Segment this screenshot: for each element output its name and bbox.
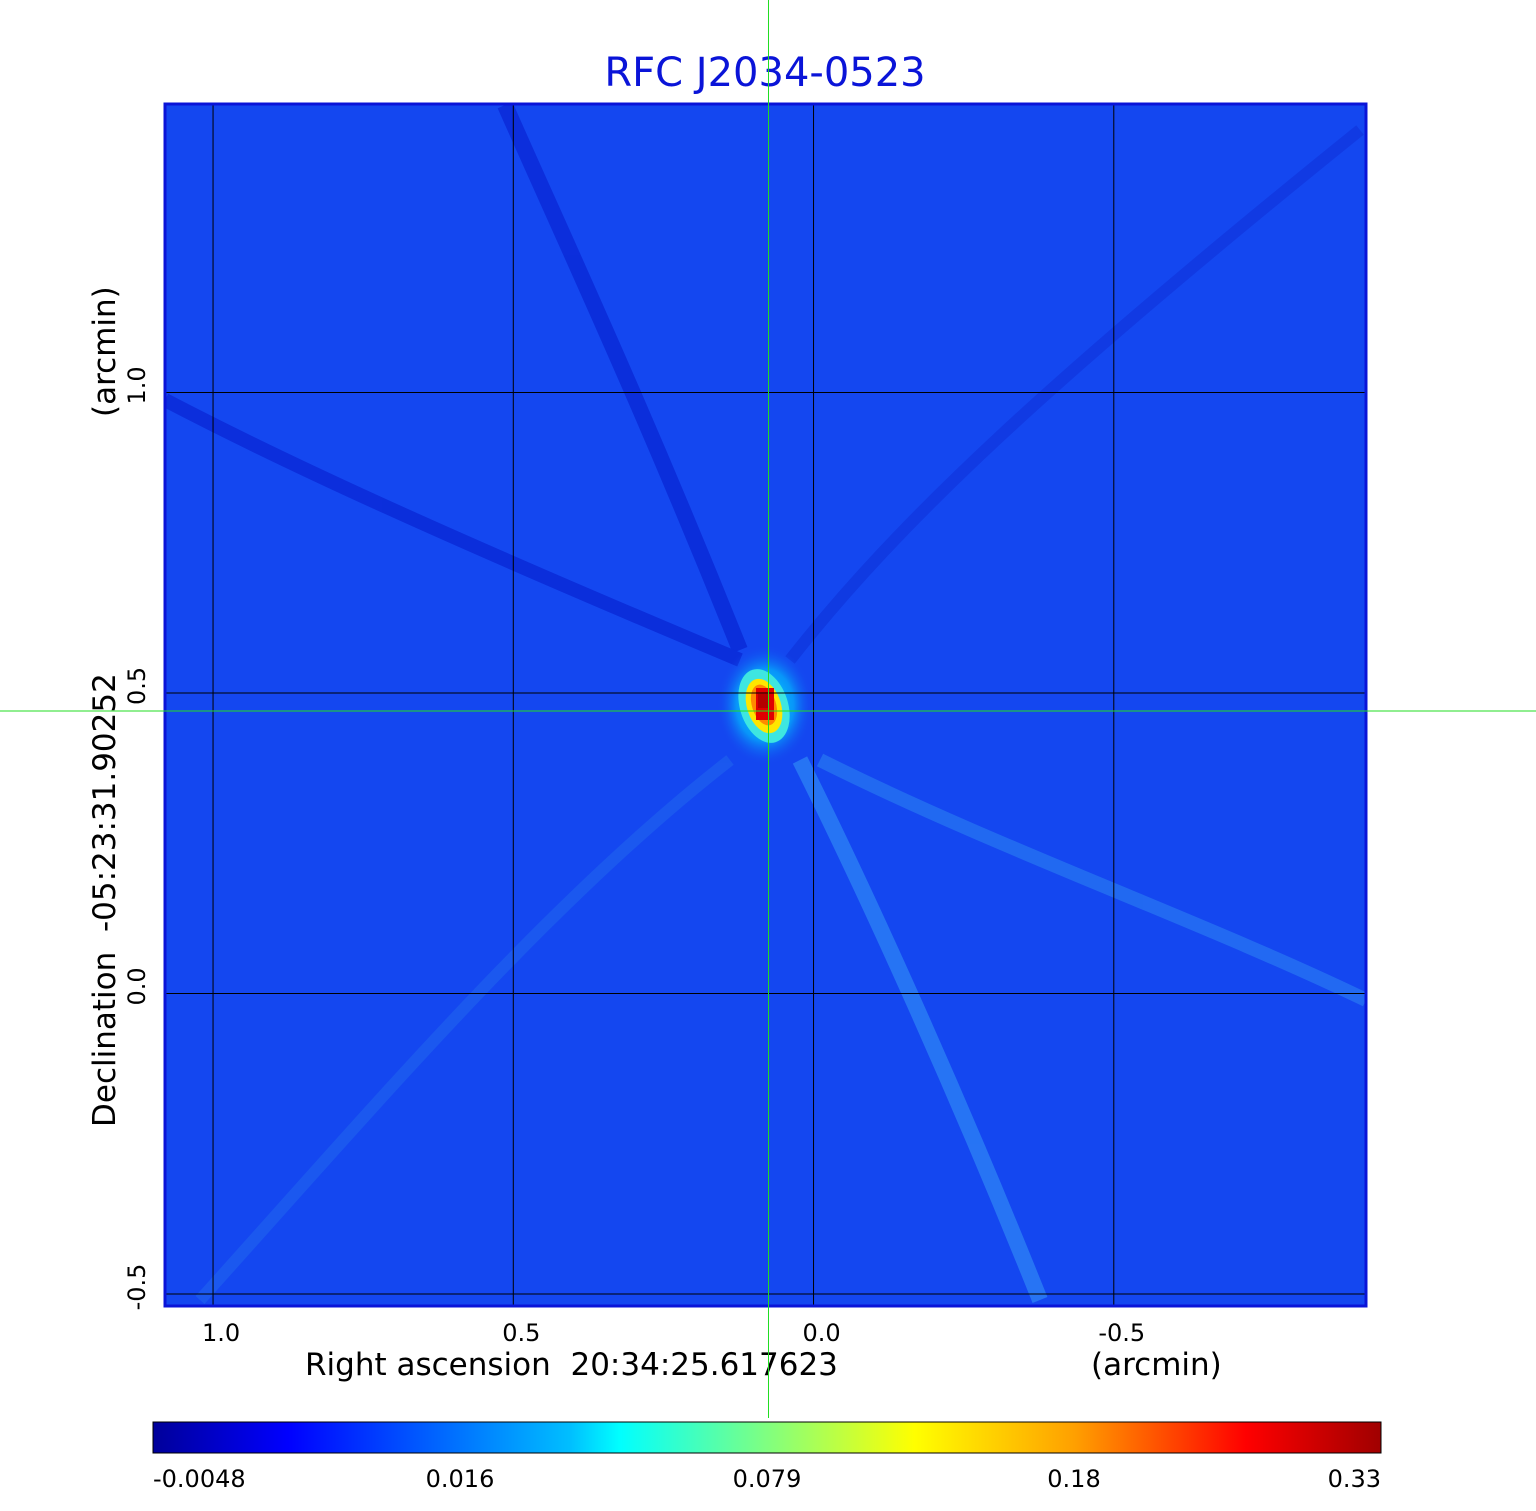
colorbar (152, 1421, 1382, 1454)
plot-frame (163, 102, 1368, 1308)
source-core (758, 694, 768, 708)
colorbar-tick-labels: -0.0048 0.016 0.079 0.18 0.33 (153, 1465, 1381, 1493)
y-axis-label: Declination -05:23:31.90252 (87, 673, 123, 1127)
light-streak-se (792, 756, 1048, 1303)
y-axis-unit: (arcmin) (87, 286, 123, 417)
y-tick-label-3: -0.5 (123, 1264, 151, 1311)
y-tick-label-1: 0.5 (123, 667, 151, 705)
crosshair (0, 0, 1536, 1418)
y-tick-labels: 1.0 0.5 0.0 -0.5 (123, 366, 151, 1310)
x-axis-label: Right ascension 20:34:25.617623 (305, 1347, 838, 1383)
x-axis-unit: (arcmin) (1091, 1347, 1222, 1383)
sidelobe-streaks (165, 104, 1366, 1305)
colorbar-tick-1: 0.016 (426, 1465, 495, 1493)
x-tick-label-2: 0.0 (802, 1319, 840, 1347)
grid-lines (165, 104, 1366, 1306)
dark-streak-w (165, 393, 743, 667)
light-streak-e (816, 753, 1366, 1007)
x-tick-label-0: 1.0 (202, 1319, 240, 1347)
dark-streak-nw (497, 104, 748, 653)
y-tick-label-0: 1.0 (123, 366, 151, 404)
x-tick-labels: 1.0 0.5 0.0 -0.5 (202, 1319, 1145, 1347)
light-streak-sw (195, 755, 734, 1305)
dark-streak-ne (785, 125, 1364, 664)
source-blob (717, 645, 813, 765)
colorbar-tick-4: 0.33 (1328, 1465, 1381, 1493)
chart-title: RFC J2034-0523 (604, 50, 925, 96)
y-tick-label-2: 0.0 (123, 967, 151, 1005)
x-tick-label-3: -0.5 (1098, 1319, 1145, 1347)
plot-area (165, 104, 1366, 1306)
colorbar-tick-0: -0.0048 (153, 1465, 246, 1493)
colorbar-tick-3: 0.18 (1047, 1465, 1100, 1493)
colorbar-tick-2: 0.079 (733, 1465, 802, 1493)
x-tick-label-1: 0.5 (502, 1319, 540, 1347)
